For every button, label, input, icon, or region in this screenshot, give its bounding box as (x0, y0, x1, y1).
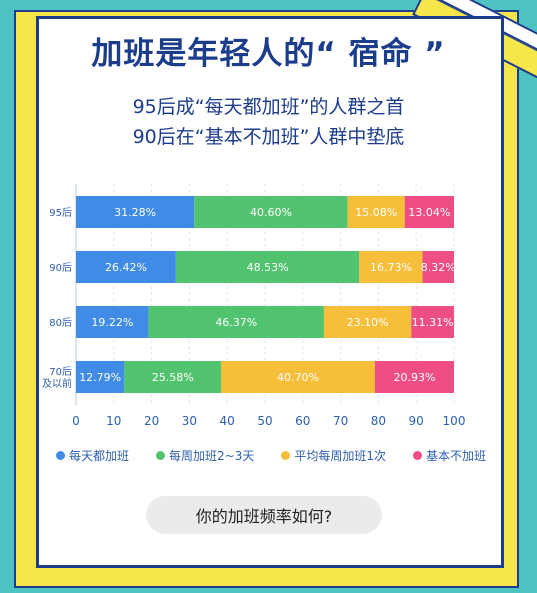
category-label: 90后 (49, 262, 72, 274)
legend-label-rarely: 基本不加班 (425, 449, 486, 463)
subtitle-line-1: 95后成“每天都加班”的人群之首 (132, 96, 405, 118)
x-tick-label: 90 (409, 414, 424, 428)
data-label: 13.04% (408, 206, 450, 219)
data-label: 20.93% (393, 371, 435, 384)
page-title: 加班是年轻人的“ 宿命 ” (91, 36, 446, 72)
subtitle-line-2: 90后在“基本不加班”人群中垫底 (132, 126, 405, 148)
x-tick-label: 10 (106, 414, 121, 428)
bar-segment (347, 196, 405, 228)
x-tick-label: 80 (371, 414, 386, 428)
category-label: 80后 (49, 317, 72, 329)
data-label: 15.08% (355, 206, 397, 219)
data-label: 46.37% (215, 316, 257, 329)
legend-item-weekly-1: 平均每周加班1次 (281, 447, 386, 464)
legend-label-weekly-2-3: 每周加班2~3天 (169, 449, 255, 463)
x-tick-label: 30 (182, 414, 197, 428)
legend-swatch-rarely (412, 451, 422, 460)
x-tick-label: 60 (295, 414, 310, 428)
data-label: 31.28% (114, 206, 156, 219)
bar-segment (374, 361, 454, 393)
data-label: 19.22% (91, 316, 133, 329)
data-label: 48.53% (247, 261, 289, 274)
data-label: 12.79% (79, 371, 121, 384)
data-label: 40.60% (250, 206, 292, 219)
stacked-bar-chart: 0 10 20 30 40 50 60 70 80 90 100 31.28% 40.60% 15.08%… (42, 184, 466, 428)
bar-segment (422, 251, 454, 283)
bar-segment (76, 306, 149, 338)
data-label: 40.70% (277, 371, 319, 384)
x-tick-label: 40 (220, 414, 235, 428)
x-tick-label: 70 (333, 414, 348, 428)
overtime-question-button[interactable]: 你的加班频率如何? (146, 496, 382, 534)
legend-swatch-weekly-2-3 (156, 451, 166, 460)
bar-segment (76, 196, 195, 228)
bar-segment (359, 251, 423, 283)
x-tick-label: 0 (72, 414, 80, 428)
data-label: 16.73% (370, 261, 412, 274)
data-label: 8.32% (421, 261, 456, 274)
legend-label-daily: 每天都加班 (69, 449, 130, 463)
data-label: 11.31% (412, 316, 454, 329)
legend-swatch-daily (56, 451, 65, 460)
legend-item-daily: 每天都加班 (56, 447, 129, 464)
legend-item-weekly-2-3: 每周加班2~3天 (156, 447, 254, 464)
bar-segment (148, 306, 324, 338)
bar-segment (76, 251, 176, 283)
bar-segment (194, 196, 348, 228)
category-label: 及以前 (42, 377, 72, 390)
chart-legend: 每天都加班 每周加班2~3天 平均每周加班1次 基本不加班 (56, 447, 486, 464)
bar-segment (404, 196, 454, 228)
category-label: 95后 (49, 207, 72, 219)
bar-segment (76, 361, 125, 393)
bar-segment (124, 361, 222, 393)
bar-segment (175, 251, 360, 283)
data-label: 23.10% (347, 316, 389, 329)
category-label: 70后 (49, 366, 72, 378)
bar-segment (221, 361, 375, 393)
x-tick-label: 20 (144, 414, 159, 428)
bar-segment (411, 306, 454, 338)
bar-segment (323, 306, 412, 338)
x-tick-label: 100 (443, 414, 466, 428)
legend-label-weekly-1: 平均每周加班1次 (294, 449, 386, 463)
legend-item-rarely: 基本不加班 (412, 447, 486, 464)
data-label: 25.58% (152, 371, 194, 384)
data-label: 26.42% (105, 261, 147, 274)
x-tick-label: 50 (257, 414, 272, 428)
legend-swatch-weekly-1 (281, 451, 291, 460)
